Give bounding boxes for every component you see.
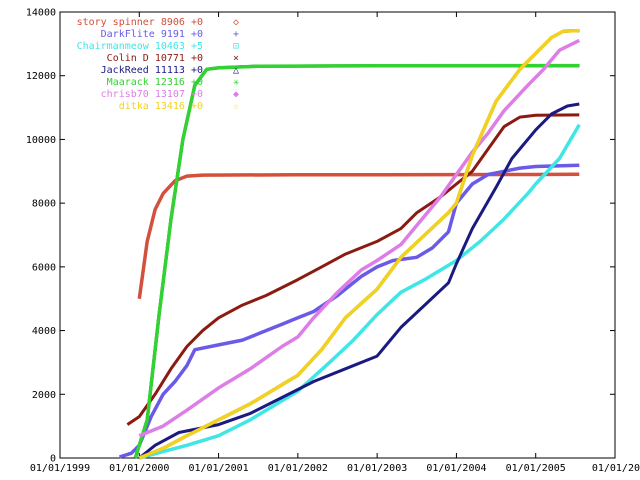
y-axis: 0 2000 4000 6000 8000 10000 12000 14000 [26,8,615,465]
legend-marker-darkflite: + [233,29,239,40]
x-tick-label: 01/01/1999 [30,463,90,474]
y-tick-label: 10000 [26,135,56,146]
legend-entry-chairmanmeow: Chairmanmeow 10463 +5 [77,41,203,52]
x-axis: 01/01/1999 01/01/2000 01/01/2001 01/01/2002… [30,12,640,474]
plot-frame [59,11,616,459]
legend-marker-ditka: ☆ [233,101,239,112]
series-line-ditka [138,28,580,460]
y-tick-label: 6000 [32,262,56,273]
legend-marker-colin-d: × [233,53,239,64]
series-line-darkflite [118,163,580,459]
legend-marker-story-spinner: ◇ [233,17,239,28]
legend-marker-chairmanmeow: ⊡ [233,41,239,52]
legend-entry-story-spinner: story spinner 8906 +0 [77,17,203,28]
y-tick-label: 8000 [32,199,56,210]
y-tick-label: 2000 [32,390,56,401]
legend-marker-chrisb70: ◆ [233,89,239,100]
legend-entry-maarack: Maarack 12316 +0 [107,77,203,88]
series-line-story-spinner [137,172,580,299]
y-tick-label: 4000 [32,326,56,337]
legend-entry-ditka: ditka 13416 +0 [119,101,203,112]
series-line-jackreed [138,102,580,460]
legend-entry-chrisb70: chrisb70 13107 +0 [101,89,203,100]
legend-entry-jackreed: JackReed 11113 +0 [101,65,203,76]
x-tick-label: 01/01/2002 [268,463,328,474]
series-outline-ditka [138,29,580,460]
y-tick-label: 0 [50,454,56,465]
series-lines [118,28,581,460]
y-tick-label: 12000 [26,71,56,82]
legend-marker-maarack: ✳ [233,77,239,88]
legend-entry-colin-d: Colin D 10771 +0 [107,53,203,64]
series-line-colin-d [126,113,580,426]
y-tick-label: 14000 [26,8,56,19]
x-tick-label: 01/01/2000 [109,463,169,474]
x-tick-label: 01/01/2004 [426,463,486,474]
x-tick-label: 01/01/2005 [506,463,566,474]
series-line-maarack [133,63,580,459]
x-tick-label: 01/01/2001 [188,463,248,474]
series-line-chrisb70 [138,38,581,438]
series-line-chairmanmeow [138,123,581,460]
x-tick-label: 01/01/20 [592,463,640,474]
legend-entry-darkflite: DarkFlite 9191 +0 [101,29,203,40]
legend: story spinner 8906 +0 ◇ DarkFlite 9191 +0 +… [77,17,239,112]
legend-marker-jackreed: △ [233,65,239,76]
x-tick-label: 01/01/2003 [347,463,407,474]
